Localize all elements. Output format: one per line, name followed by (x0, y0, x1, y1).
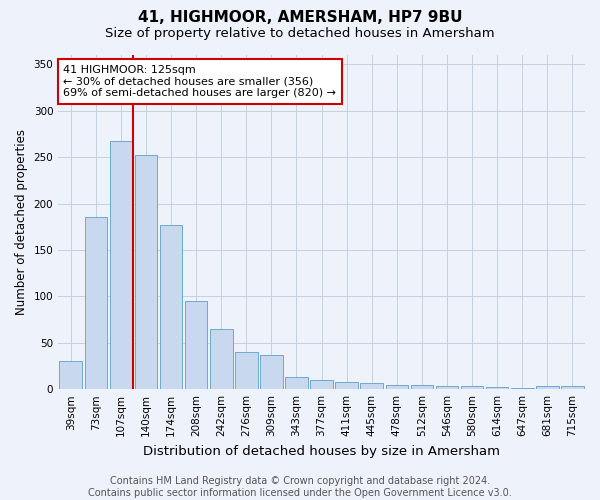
Bar (260, 355, 283, 389)
Bar (410, 386, 433, 389)
Bar (536, 386, 559, 389)
Bar (335, 382, 358, 389)
Bar (235, 352, 257, 389)
Bar (185, 301, 208, 389)
Text: Size of property relative to detached houses in Amersham: Size of property relative to detached ho… (105, 28, 495, 40)
Bar (511, 388, 533, 389)
Text: 41 HIGHMOOR: 125sqm
← 30% of detached houses are smaller (356)
69% of semi-detac: 41 HIGHMOOR: 125sqm ← 30% of detached ho… (64, 65, 337, 98)
Bar (210, 329, 233, 389)
Bar (310, 380, 333, 389)
Bar (59, 362, 82, 389)
Bar (285, 377, 308, 389)
Bar (361, 382, 383, 389)
Bar (386, 384, 408, 389)
Bar (461, 386, 484, 389)
Text: 41, HIGHMOOR, AMERSHAM, HP7 9BU: 41, HIGHMOOR, AMERSHAM, HP7 9BU (138, 10, 462, 25)
Bar (561, 386, 584, 389)
Bar (110, 142, 132, 389)
Y-axis label: Number of detached properties: Number of detached properties (15, 129, 28, 315)
Bar (134, 156, 157, 389)
Bar (85, 218, 107, 389)
Bar (160, 225, 182, 389)
Bar (436, 386, 458, 389)
Bar (486, 388, 508, 389)
Text: Contains HM Land Registry data © Crown copyright and database right 2024.
Contai: Contains HM Land Registry data © Crown c… (88, 476, 512, 498)
X-axis label: Distribution of detached houses by size in Amersham: Distribution of detached houses by size … (143, 444, 500, 458)
